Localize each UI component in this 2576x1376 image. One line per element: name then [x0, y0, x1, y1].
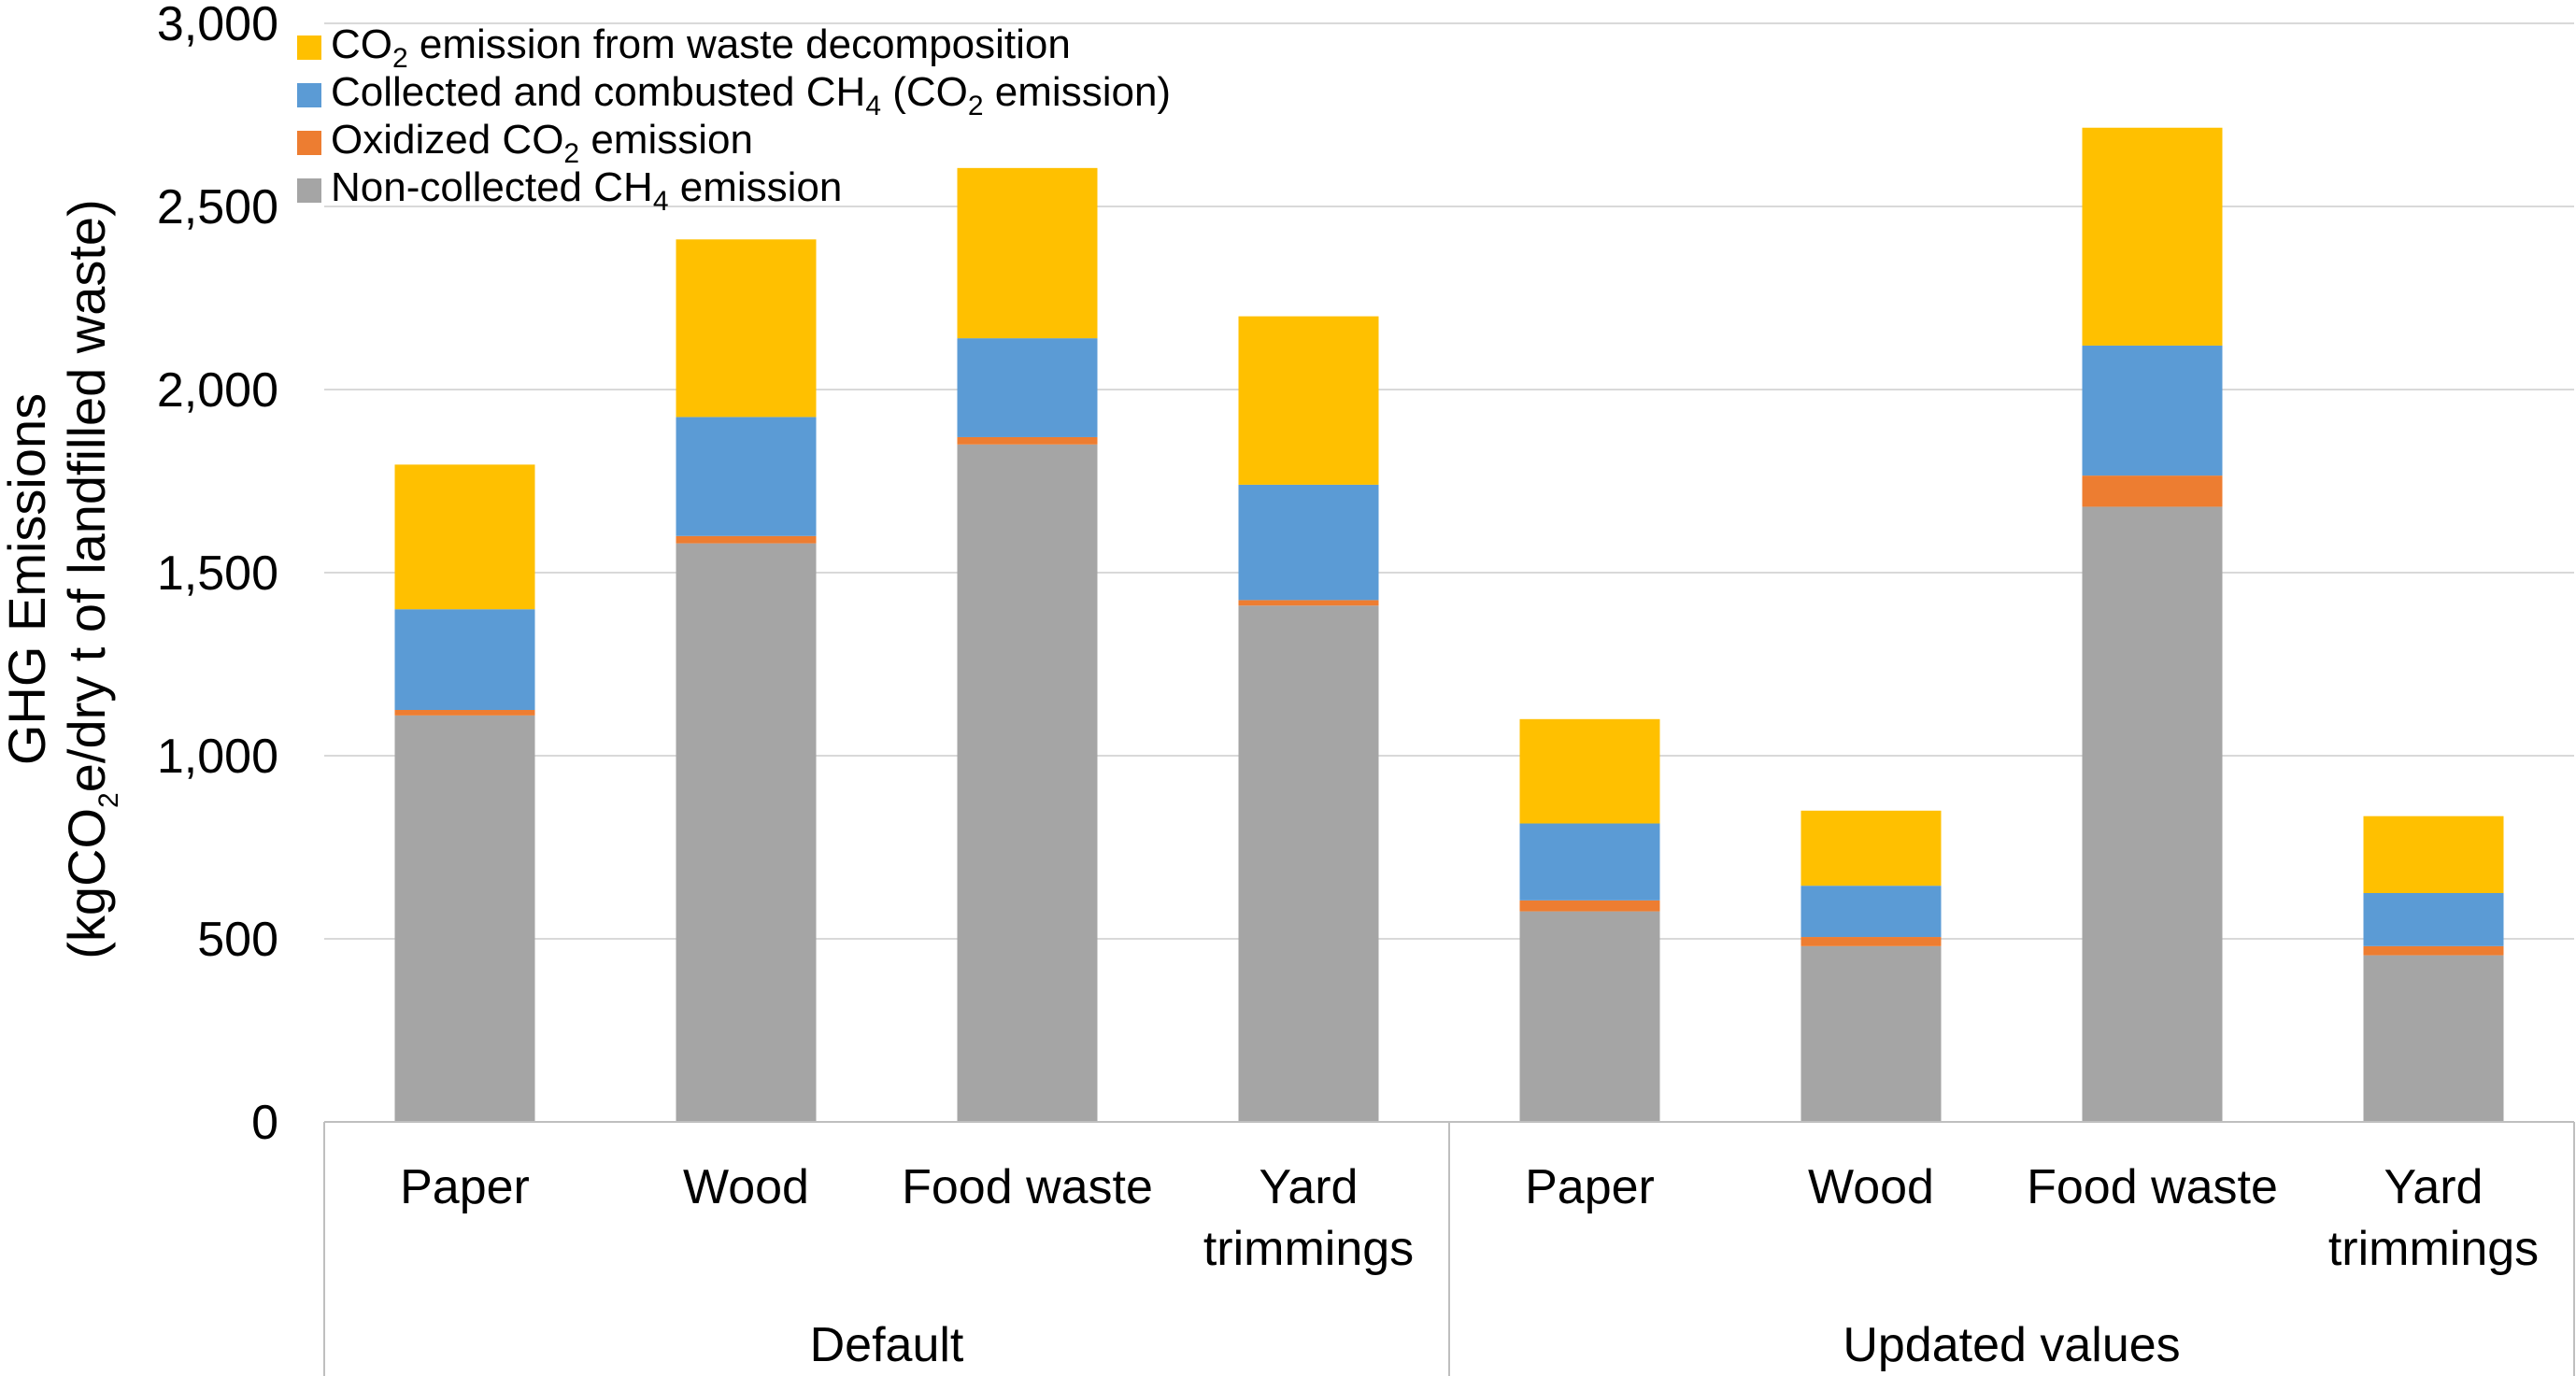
y-tick-label: 0	[251, 1096, 278, 1150]
category-label: Paper	[1525, 1160, 1655, 1214]
bar-segment-collected	[1519, 823, 1660, 901]
legend-label-collected: Collected and combusted CH4 (CO2 emissio…	[331, 69, 1171, 121]
bar-segment-noncollected	[1519, 911, 1660, 1122]
legend-swatch-noncollected	[297, 178, 321, 203]
y-tick-label: 1,500	[157, 546, 278, 601]
category-label: Yard	[1260, 1160, 1359, 1214]
legend-text-part: emission	[669, 164, 843, 210]
bar-segment-oxidized	[1800, 937, 1942, 946]
legend-text-part: emission)	[984, 69, 1172, 115]
legend-label-oxidized: Oxidized CO2 emission	[331, 117, 753, 169]
bar-segment-oxidized	[1238, 600, 1379, 606]
bar-segment-noncollected	[2363, 955, 2504, 1122]
bar-segment-oxidized	[2082, 475, 2223, 507]
bar-segment-co2decomp	[1519, 718, 1660, 824]
y-tick-labels: 0 500 1,000 1,500 2,000 2,500 3,000	[157, 0, 278, 1150]
bar-segment-collected	[2082, 345, 2223, 476]
bar-segment-collected	[2363, 893, 2504, 946]
legend-swatch-collected	[297, 83, 321, 107]
category-label: trimmings	[1203, 1222, 1414, 1276]
legend-text-part: emission	[579, 117, 753, 163]
bar-segment-collected	[394, 609, 535, 710]
legend-label-noncollected: Non-collected CH4 emission	[331, 164, 842, 217]
y-axis-title: GHG Emissions (kgCO2e/dry t of landfille…	[0, 199, 124, 958]
bar-segment-co2decomp	[1238, 316, 1379, 485]
bar-segment-noncollected	[2082, 506, 2223, 1122]
y-tick-label: 2,000	[157, 363, 278, 418]
category-label: Yard	[2384, 1160, 2483, 1214]
legend-text-part: Collected and combusted CH	[331, 69, 865, 115]
category-label: Food waste	[2027, 1160, 2278, 1214]
legend: CO2 emission from waste decompositionCol…	[297, 21, 1171, 217]
axes	[323, 1121, 2575, 1376]
legend-text-part: emission from waste decomposition	[408, 21, 1071, 67]
bar-segment-co2decomp	[676, 239, 817, 418]
legend-text-part: 4	[653, 186, 669, 217]
legend-label-co2decomp: CO2 emission from waste decomposition	[331, 21, 1071, 74]
legend-text-part: (CO	[881, 69, 968, 115]
bar-segment-co2decomp	[1800, 810, 1942, 887]
bar-segment-collected	[1800, 886, 1942, 938]
bar-segment-oxidized	[676, 535, 817, 544]
bar-segment-co2decomp	[957, 167, 1098, 339]
legend-text-part: Non-collected CH	[331, 164, 653, 210]
y-tick-label: 3,000	[157, 0, 278, 51]
bar-segment-noncollected	[676, 543, 817, 1122]
y-tick-label: 500	[197, 913, 278, 967]
category-label: Paper	[400, 1160, 530, 1214]
y-axis-title-line2: (kgCO2e/dry t of landfilled waste)	[57, 199, 124, 958]
legend-text-part: 4	[865, 91, 881, 121]
bar-segment-collected	[676, 417, 817, 536]
bars	[394, 127, 2504, 1122]
bar-segment-co2decomp	[2082, 127, 2223, 346]
bar-segment-noncollected	[957, 444, 1098, 1122]
group-label: Default	[810, 1318, 964, 1372]
bar-segment-collected	[957, 338, 1098, 437]
legend-text-part: CO	[331, 21, 392, 67]
y-tick-label: 2,500	[157, 180, 278, 234]
bar-segment-collected	[1238, 484, 1379, 601]
category-labels: Paper Wood Food waste Yard trimmings Paper Woo…	[400, 1160, 2539, 1276]
category-label: trimmings	[2328, 1222, 2539, 1276]
legend-swatch-co2decomp	[297, 35, 321, 60]
legend-text-part: 2	[968, 91, 984, 121]
bar-segment-oxidized	[1519, 900, 1660, 912]
bar-segment-co2decomp	[394, 464, 535, 610]
bar-segment-co2decomp	[2363, 816, 2504, 893]
bar-segment-oxidized	[394, 710, 535, 716]
bar-segment-noncollected	[394, 715, 535, 1122]
bar-segment-noncollected	[1800, 945, 1942, 1122]
category-label: Food waste	[902, 1160, 1153, 1214]
category-label: Wood	[683, 1160, 809, 1214]
group-label: Updated values	[1843, 1318, 2180, 1372]
bar-segment-noncollected	[1238, 605, 1379, 1122]
legend-text-part: Oxidized CO	[331, 117, 563, 163]
legend-text-part: 2	[563, 138, 579, 169]
bar-segment-oxidized	[2363, 945, 2504, 956]
y-tick-label: 1,000	[157, 730, 278, 784]
bar-segment-oxidized	[957, 436, 1098, 445]
y-axis-title-line1: GHG Emissions	[0, 393, 56, 765]
group-labels: Default Updated values	[810, 1318, 2181, 1372]
category-label: Wood	[1808, 1160, 1934, 1214]
legend-text-part: 2	[392, 43, 408, 74]
legend-swatch-oxidized	[297, 131, 321, 155]
